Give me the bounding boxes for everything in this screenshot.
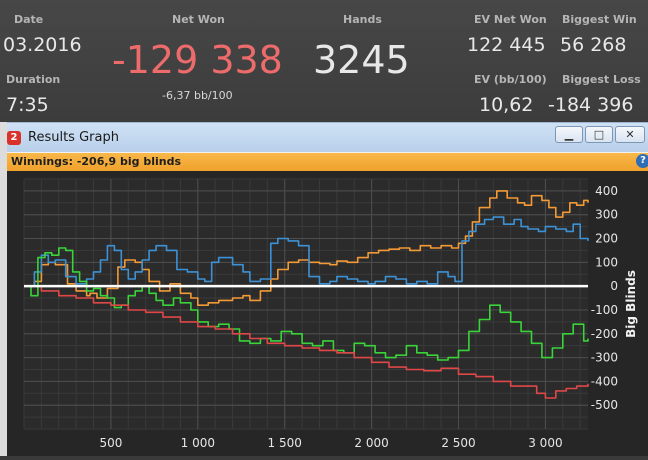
stats-panel: Date 03.2016 Duration 7:35 Net Won -129 … (0, 0, 648, 122)
y-tick-label: 0 (610, 279, 618, 293)
x-tick-label: 2 500 (441, 436, 475, 450)
y-axis-title: Big Blinds (624, 270, 638, 338)
duration-label: Duration (6, 73, 61, 86)
y-tick-label: -400 (591, 374, 618, 388)
series-line-2 (24, 216, 589, 287)
ev-bb-label: EV (bb/100) (474, 73, 547, 86)
y-tick-label: 300 (595, 208, 618, 222)
series-line-1 (24, 190, 589, 306)
maximize-button[interactable]: □ (585, 126, 613, 143)
y-tick-label: 100 (595, 255, 618, 269)
biggest-loss-value: -184 396 (548, 94, 634, 116)
biggest-loss-label: Biggest Loss (562, 73, 641, 86)
biggest-win-label: Biggest Win (562, 13, 637, 26)
y-tick-label: -200 (591, 327, 618, 341)
series-line-4 (24, 285, 589, 399)
series-line-3 (24, 247, 589, 361)
date-label: Date (14, 13, 44, 26)
plot-area (24, 179, 588, 429)
app-icon: 2 (7, 131, 21, 145)
x-tick-label: 3 000 (528, 436, 562, 450)
net-won-bb: -6,37 bb/100 (162, 89, 233, 102)
help-icon[interactable]: ? (636, 154, 648, 168)
ev-bb-value: 10,62 (479, 94, 534, 116)
y-tick-label: -100 (591, 303, 618, 317)
x-tick-label: 2 000 (354, 436, 388, 450)
y-tick-label: 400 (595, 184, 618, 198)
close-button[interactable]: ✕ (615, 126, 645, 143)
hands-value: 3245 (313, 38, 410, 82)
window-left-border (0, 122, 7, 456)
chart-svg: 500 1 000 1 500 2 000 2 500 3 000 400 300 200 100… (23, 178, 638, 450)
y-tick-label: -500 (591, 398, 618, 412)
window-title: Results Graph (28, 130, 119, 145)
x-tick-label: 500 (99, 436, 122, 450)
y-tick-label: -300 (591, 351, 618, 365)
ev-net-won-value: 122 445 (467, 34, 546, 56)
x-tick-label: 1 500 (268, 436, 302, 450)
duration-value: 7:35 (6, 94, 49, 116)
biggest-win-value: 56 268 (560, 34, 627, 56)
x-tick-label: 1 000 (181, 436, 215, 450)
winnings-bar: Winnings: -206,9 big blinds ? (7, 153, 648, 171)
results-chart: 500 1 000 1 500 2 000 2 500 3 000 400 300 200 100… (7, 171, 648, 456)
net-won-value: -129 338 (112, 38, 283, 82)
results-graph-window: 2 Results Graph ▁ □ ✕ Winnings: -206,9 b… (0, 122, 648, 456)
window-titlebar[interactable]: 2 Results Graph ▁ □ ✕ (0, 122, 648, 152)
net-won-label: Net Won (172, 13, 225, 26)
minimize-button[interactable]: ▁ (555, 126, 583, 143)
winnings-text: Winnings: -206,9 big blinds (11, 155, 182, 168)
y-tick-label: 200 (595, 232, 618, 246)
ev-net-won-label: EV Net Won (474, 13, 547, 26)
hands-label: Hands (343, 13, 382, 26)
date-value: 03.2016 (3, 34, 82, 56)
